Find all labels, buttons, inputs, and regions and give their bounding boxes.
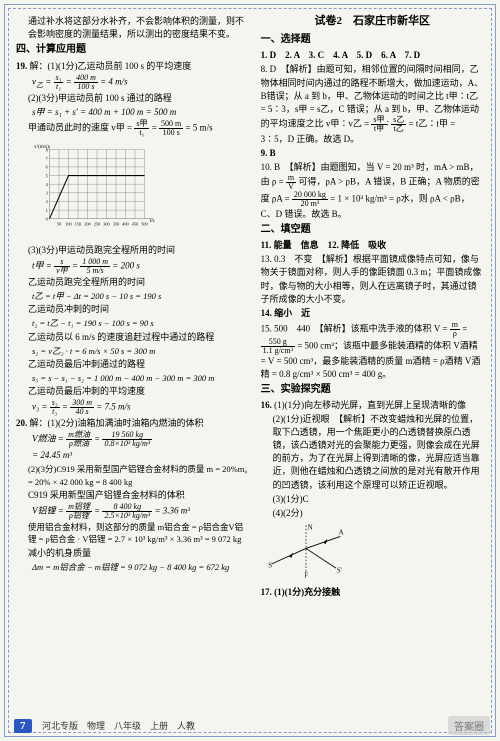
q19-head: 解：(1)(1分)乙运动员前 100 s 的平均速度 — [30, 61, 192, 71]
svg-text:150: 150 — [75, 221, 81, 226]
svg-text:500: 500 — [141, 221, 147, 226]
ans-1-7: 1. D 2. A 3. C 4. A 5. D 6. A 7. D — [261, 49, 484, 62]
q19-f8: s₃ = s − s₁ − s₂ = 1 000 m − 400 m − 300… — [16, 372, 251, 384]
q19-f2: s甲 = s₁ + s′ = 400 m + 100 m = 500 m — [16, 106, 251, 119]
q19-p5: 乙运动员跑完全程所用的时间 — [16, 276, 251, 289]
optics-diagram: N A S F S′ — [261, 521, 351, 581]
q17: 17. (1)(1分)充分接触 — [261, 586, 484, 599]
svg-text:F: F — [304, 572, 308, 579]
q19-p7: 乙运动员以 6 m/s 的速度追赶过程中通过的路程 — [16, 331, 251, 344]
right-column: 试卷2 石家庄市新华区 一、选择题 1. D 2. A 3. C 4. A 5.… — [261, 14, 484, 731]
q20-p2: (2)(3分)C919 采用新型国产铝锂合金材料的质量 m = 20%m₀ = … — [16, 463, 251, 488]
q20-f3: V铝锂 = m铝锂ρ铝锂 = 8 400 kg2.5×10³ kg/m³ = 3… — [16, 503, 251, 520]
left-column: 通过补水将这部分水补齐，不会影响体积的测量，则不会影响密度的测量结果，所以测出的… — [16, 14, 251, 731]
q19-p9: 乙运动员最后冲刺的平均速度 — [16, 385, 251, 398]
velocity-chart: v/(m/s) t/s 012345678 501001502002503003… — [32, 141, 162, 236]
svg-text:7: 7 — [46, 156, 49, 161]
svg-text:2: 2 — [46, 199, 48, 204]
page-number: 7 — [14, 719, 32, 733]
q20-p5: 减小的机身质量 — [16, 547, 251, 560]
svg-text:50: 50 — [57, 221, 61, 226]
q19-f4: t甲 = sv甲 = 1 000 m5 m/s = 200 s — [16, 258, 251, 275]
svg-text:300: 300 — [103, 221, 109, 226]
q10: 10. B 【解析】由题图知，当 V = 20 m³ 时，mA > mB，由 ρ… — [261, 161, 484, 221]
sec1-title: 一、选择题 — [261, 33, 484, 48]
svg-text:3: 3 — [46, 190, 48, 195]
q20-f1r: = 24.45 m³ — [16, 449, 251, 462]
section-4-title: 四、计算应用题 — [16, 43, 251, 58]
q19-p2: (2)(3分)甲运动员前 100 s 通过的路程 — [16, 92, 251, 105]
svg-text:5: 5 — [46, 173, 48, 178]
q16-p2: (2)(1分)近视眼 【解析】不改变蜡烛和光屏的位置，取下凸透镜，用一个焦距更小… — [261, 413, 484, 491]
q19-num: 19. — [16, 61, 27, 71]
q20-head: 解：(1)(2分)油箱加满油时油箱内燃油的体积 — [30, 418, 204, 428]
q20-num: 20. — [16, 418, 27, 428]
q14: 14. 缩小 近 — [261, 307, 484, 320]
svg-text:8: 8 — [46, 147, 48, 152]
svg-text:t/s: t/s — [150, 218, 155, 224]
q9: 9. B — [261, 147, 484, 160]
svg-text:350: 350 — [113, 221, 119, 226]
q20-p3: C919 采用新型国产铝锂合金材料的体积 — [16, 489, 251, 502]
q20: 20. 解：(1)(2分)油箱加满油时油箱内燃油的体积 — [16, 417, 251, 430]
svg-text:400: 400 — [122, 221, 128, 226]
intro-text: 通过补水将这部分水补齐，不会影响体积的测量，则不会影响密度的测量结果，所以测出的… — [16, 15, 251, 41]
q20-f5: Δm = m铝合金 − m铝锂 = 9 072 kg − 8 400 kg = … — [16, 561, 251, 573]
q19-p8: 乙运动员最后冲刺通过的路程 — [16, 358, 251, 371]
svg-text:N: N — [307, 524, 312, 531]
footer-text: 河北专版 物理 八年级 上册 人教 — [42, 719, 195, 732]
svg-text:250: 250 — [94, 221, 100, 226]
watermark: 答案圈 — [448, 716, 490, 735]
q20-f1: V燃油 = m燃油ρ燃油 = 19 560 kg0.8×10³ kg/m³ — [16, 431, 251, 448]
svg-text:0: 0 — [46, 216, 48, 221]
q16: 16. (1)(1分)向左移动光屏，直到光屏上呈现清晰的像 — [261, 399, 484, 412]
q16-p3: (3)(1分)C — [261, 493, 484, 506]
sec2-title: 二、填空题 — [261, 223, 484, 238]
q19-f7: s₂ = v乙₂ · t = 6 m/s × 50 s = 300 m — [16, 345, 251, 357]
q20-p4: 使用铝合金材料，则这部分的质量 m铝合金 = ρ铝合金V铝锂 = ρ铝合金 · … — [16, 521, 251, 546]
svg-text:200: 200 — [84, 221, 90, 226]
q19-f9: v₃ = s₃t₃ = 300 m40 s = 7.5 m/s — [16, 399, 251, 416]
q19-p3: 甲通动员此时的速度 v甲 = s甲t₁ = 500 m100 s = 5 m/s — [16, 120, 251, 137]
q16-p4: (4)(2分) — [261, 507, 484, 520]
svg-text:450: 450 — [132, 221, 138, 226]
q15: 15. 500 440 【解析】该瓶中洗手液的体积 V = mρ = 550 g… — [261, 321, 484, 381]
svg-text:S: S — [268, 562, 272, 569]
q19-p4: (3)(3分)甲运动员跑完全程所用的时间 — [16, 244, 251, 257]
svg-text:A: A — [338, 529, 343, 536]
page-content: 通过补水将这部分水补齐，不会影响体积的测量，则不会影响密度的测量结果，所以测出的… — [0, 0, 500, 741]
svg-text:S′: S′ — [336, 567, 342, 574]
q19-f6: t₂ = t乙 − t₁ = 190 s − 100 s = 90 s — [16, 317, 251, 329]
sec3-title: 三、实验探究题 — [261, 383, 484, 398]
q11-12: 11. 能量 信息 12. 降低 吸收 — [261, 239, 484, 252]
svg-text:4: 4 — [46, 182, 49, 187]
svg-text:6: 6 — [46, 164, 49, 169]
q19-p6: 乙运动员冲刺的时间 — [16, 303, 251, 316]
q19: 19. 解：(1)(1分)乙运动员前 100 s 的平均速度 — [16, 60, 251, 73]
test-title: 试卷2 石家庄市新华区 — [261, 14, 484, 30]
svg-text:1: 1 — [46, 208, 48, 213]
q8: 8. D 【解析】由题可知，相邻位置的间隔时间相同，乙物体相同时间内通过的路程不… — [261, 63, 484, 145]
svg-text:100: 100 — [65, 221, 71, 226]
q19-f5: t乙 = t甲 − Δt = 200 s − 10 s = 190 s — [16, 290, 251, 302]
q19-f1: v乙 = s₁t₁ = 400 m100 s = 4 m/s — [16, 74, 251, 91]
q13: 13. 0.3 不变 【解析】根据平面镜成像特点可知，像与物关于镜面对称，则人手… — [261, 253, 484, 305]
